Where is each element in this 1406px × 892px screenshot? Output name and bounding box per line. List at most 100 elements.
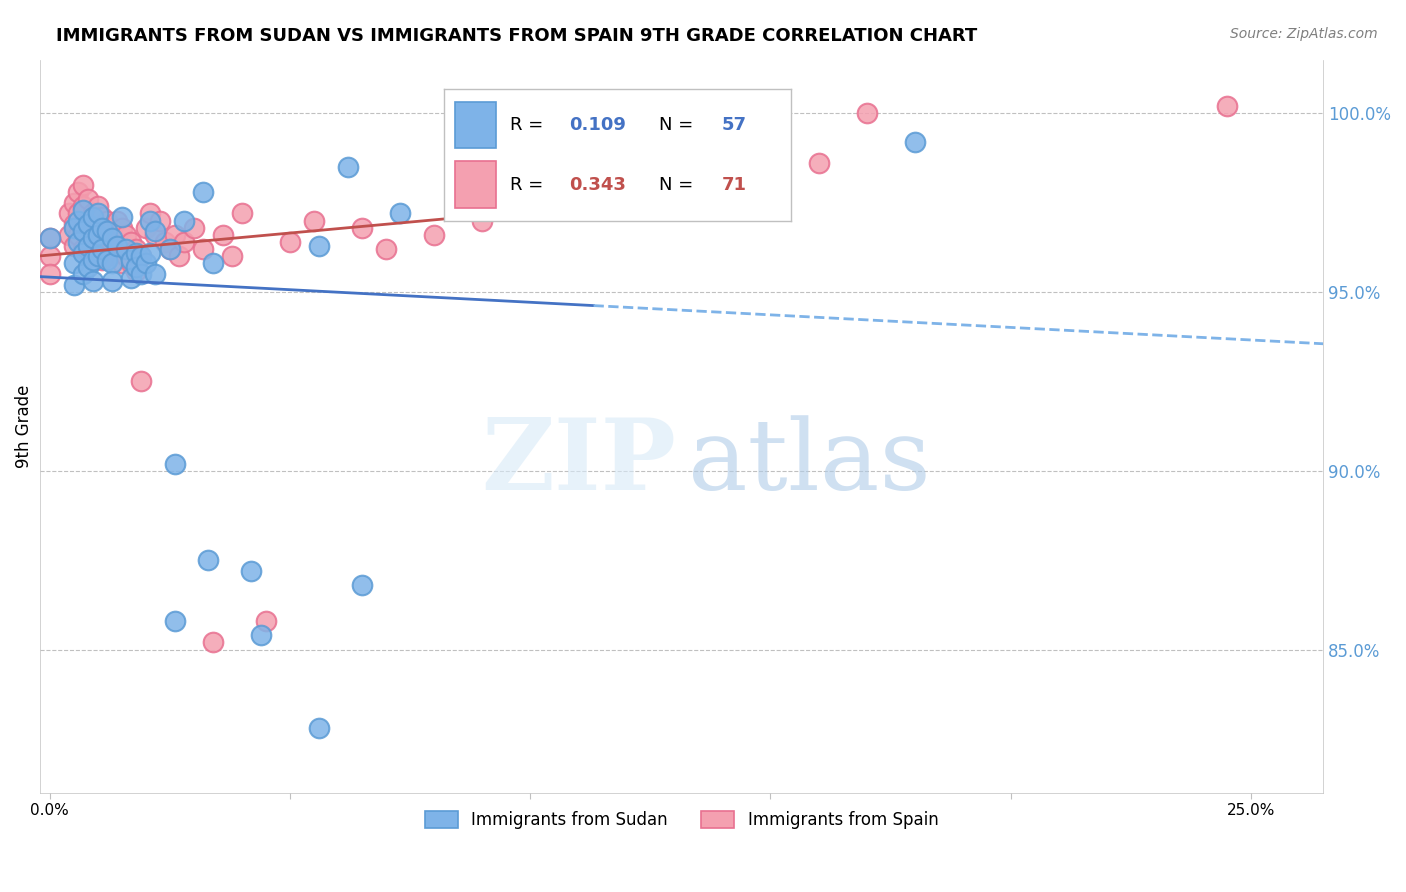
Point: [77, 260, 100, 274]
Point: [62, 220, 84, 235]
Point: [115, 242, 138, 256]
Point: [807, 156, 830, 170]
Text: Source: ZipAtlas.com: Source: ZipAtlas.com: [1230, 27, 1378, 41]
Point: [67, 227, 90, 242]
Point: [72, 267, 94, 281]
Point: [904, 135, 927, 149]
Point: [86, 199, 108, 213]
Point: [91, 220, 114, 235]
Point: [169, 249, 191, 263]
Point: [67, 206, 90, 220]
Point: [96, 252, 118, 267]
Point: [82, 249, 104, 263]
Point: [120, 256, 142, 270]
Point: [173, 213, 195, 227]
Point: [139, 213, 162, 227]
Point: [58, 227, 80, 242]
Point: [240, 564, 263, 578]
Point: [159, 242, 181, 256]
Point: [101, 220, 124, 235]
Point: [855, 106, 877, 120]
Point: [77, 213, 100, 227]
Point: [149, 213, 172, 227]
Point: [193, 185, 215, 199]
Point: [38, 231, 60, 245]
Point: [139, 206, 162, 220]
Point: [38, 249, 60, 263]
Point: [129, 249, 152, 263]
Point: [120, 235, 142, 249]
Point: [278, 235, 301, 249]
Point: [120, 252, 142, 267]
Point: [62, 238, 84, 252]
Point: [101, 242, 124, 256]
Point: [101, 231, 124, 245]
Point: [606, 106, 628, 120]
Point: [72, 199, 94, 213]
Legend: Immigrants from Sudan, Immigrants from Spain: Immigrants from Sudan, Immigrants from S…: [418, 804, 945, 836]
Point: [135, 256, 157, 270]
Point: [111, 210, 134, 224]
Point: [250, 628, 273, 642]
Point: [91, 231, 114, 245]
Point: [375, 242, 398, 256]
Point: [139, 245, 162, 260]
Point: [72, 224, 94, 238]
Point: [1216, 99, 1239, 113]
Point: [82, 274, 104, 288]
Point: [62, 217, 84, 231]
Point: [201, 635, 224, 649]
Point: [254, 614, 277, 628]
Point: [129, 249, 152, 263]
Point: [591, 185, 613, 199]
Point: [664, 170, 686, 185]
Point: [336, 160, 359, 174]
Text: ZIP: ZIP: [481, 414, 676, 511]
Point: [72, 242, 94, 256]
Point: [231, 206, 253, 220]
Point: [91, 242, 114, 256]
Point: [91, 252, 114, 267]
Text: atlas: atlas: [689, 415, 931, 511]
Point: [86, 249, 108, 263]
Point: [163, 614, 186, 628]
Point: [183, 220, 205, 235]
Point: [77, 192, 100, 206]
Point: [96, 213, 118, 227]
Point: [308, 721, 330, 735]
Point: [86, 242, 108, 256]
Point: [519, 199, 541, 213]
Point: [125, 260, 148, 274]
Point: [111, 220, 134, 235]
Point: [143, 267, 166, 281]
Point: [125, 245, 148, 260]
Point: [423, 227, 446, 242]
Point: [86, 227, 108, 242]
Point: [77, 217, 100, 231]
Point: [105, 238, 128, 252]
Point: [77, 238, 100, 252]
Point: [82, 210, 104, 224]
Point: [115, 249, 138, 263]
Point: [67, 213, 90, 227]
Point: [153, 235, 176, 249]
Point: [159, 242, 181, 256]
Point: [350, 578, 373, 592]
Point: [201, 256, 224, 270]
Point: [72, 245, 94, 260]
Point: [111, 256, 134, 270]
Point: [129, 375, 152, 389]
Point: [129, 267, 152, 281]
Point: [86, 206, 108, 220]
Point: [197, 553, 219, 567]
Point: [58, 206, 80, 220]
Point: [38, 267, 60, 281]
Point: [62, 277, 84, 292]
Point: [143, 227, 166, 242]
Point: [105, 235, 128, 249]
Point: [120, 270, 142, 285]
Point: [125, 263, 148, 277]
Point: [72, 178, 94, 192]
Point: [96, 235, 118, 249]
Point: [82, 206, 104, 220]
